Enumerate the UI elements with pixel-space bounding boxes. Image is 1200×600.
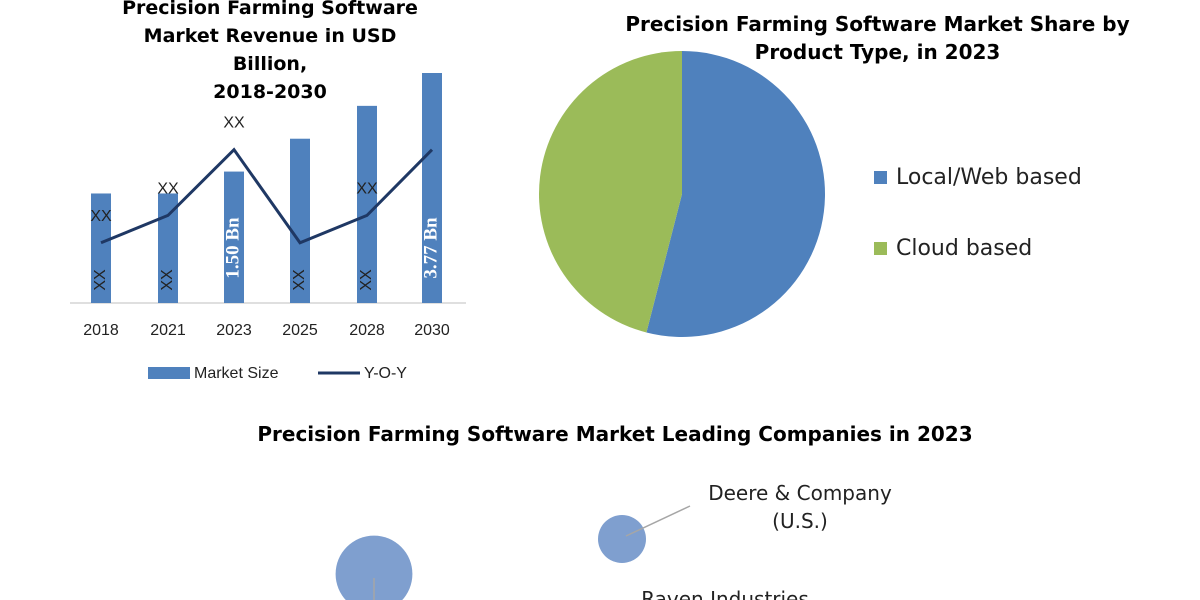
- bar-data-label-2021: XX: [159, 269, 176, 291]
- pie-chart-title: Precision Farming Software Market Share …: [610, 10, 1145, 66]
- legend-label-market-size: Market Size: [194, 365, 279, 382]
- bar-data-label-2018: XX: [92, 269, 109, 291]
- bar-market-size-2023: [224, 171, 244, 303]
- yoy-line: [100, 147, 434, 245]
- pie-legend-label-0: Local/Web based: [896, 165, 1082, 190]
- bar-data-label-2030: 3.77 Bn: [420, 217, 441, 279]
- bar-title-line-2: Market Revenue in USD Billion,: [143, 25, 397, 75]
- bubble-label-0-line-2: (U.S.): [772, 509, 828, 533]
- bar-data-label-2025: XX: [291, 269, 308, 291]
- bar-market-size-2018: [91, 193, 111, 303]
- legend-swatch-market-size: [148, 367, 190, 379]
- pie-legend-swatch-1: [874, 242, 887, 255]
- bar-market-size-2028: [357, 105, 377, 303]
- yoy-data-label-2028: XX: [356, 180, 378, 197]
- x-tick-label-2030: 2030: [414, 322, 450, 339]
- legend-label-yoy: Y-O-Y: [364, 365, 407, 382]
- x-tick-label-2021: 2021: [150, 322, 186, 339]
- x-tick-label-2018: 2018: [83, 322, 119, 339]
- pie-slice-local-web-based: [646, 51, 825, 337]
- bar-title-line-1: Precision Farming Software: [122, 0, 418, 19]
- bar-chart-title: Precision Farming Software Market Revenu…: [120, 0, 420, 106]
- bar-market-size-2030: [422, 73, 442, 303]
- bubble-leader-line-0: [625, 505, 691, 537]
- bubble-label-0-line-1: Deere & Company: [708, 481, 892, 505]
- bar-market-size-2025: [290, 138, 310, 303]
- bubble-company-1: [335, 535, 413, 600]
- bar-data-label-2023: 1.50 Bn: [222, 217, 243, 279]
- yoy-data-label-2018: XX: [90, 208, 112, 225]
- pie-slice-cloud-based: [539, 51, 682, 333]
- bubble-chart-title: Precision Farming Software Market Leadin…: [200, 420, 1030, 448]
- bubble-company-0: [598, 515, 646, 563]
- x-tick-label-2028: 2028: [349, 322, 385, 339]
- yoy-data-label-2021: XX: [157, 180, 179, 197]
- bar-market-size-2021: [158, 193, 178, 303]
- bar-title-line-3: 2018-2030: [213, 81, 327, 103]
- yoy-data-label-2023: XX: [223, 115, 245, 132]
- bubble-title-line: Precision Farming Software Market Leadin…: [257, 422, 973, 446]
- pie-legend-label-1: Cloud based: [896, 236, 1032, 261]
- bubble-label-1-line-1: Raven Industries: [641, 587, 809, 600]
- x-tick-label-2023: 2023: [216, 322, 252, 339]
- pie-title-line-2: Product Type, in 2023: [754, 40, 1001, 64]
- x-tick-label-2025: 2025: [282, 322, 318, 339]
- pie-title-line-1: Precision Farming Software Market Share …: [625, 12, 1130, 36]
- bar-data-label-2028: XX: [358, 269, 375, 291]
- pie-legend-swatch-0: [874, 171, 887, 184]
